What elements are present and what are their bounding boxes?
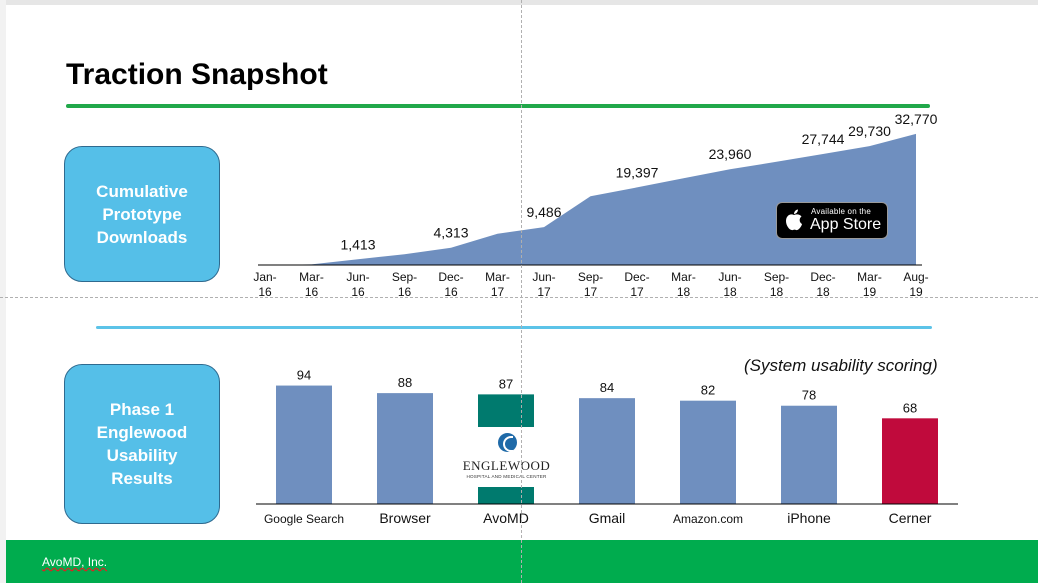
data-label: 1,413: [340, 236, 375, 252]
x-tick-label: Mar-16: [299, 270, 324, 299]
bar-category-label: Gmail: [589, 510, 626, 526]
x-tick-label: Mar-19: [857, 270, 882, 299]
usability-label-line: Phase 1: [109, 400, 175, 419]
x-tick-label: Sep-18: [764, 270, 789, 299]
x-tick-label: Sep-17: [578, 270, 603, 299]
usability-label-line: Results: [111, 469, 173, 488]
englewood-e-icon: [498, 433, 517, 452]
x-tick-label: Sep-16: [392, 270, 417, 299]
logo-tagline: HOSPITAL AND MEDICAL CENTER: [466, 474, 547, 479]
section-divider: [96, 326, 932, 329]
bar-value-label: 94: [297, 368, 311, 383]
data-label: 19,397: [616, 164, 659, 180]
bar: [377, 393, 433, 504]
usability-label-line: Englewood: [96, 423, 188, 442]
slide-title: Traction Snapshot: [66, 58, 328, 91]
logo-name: ENGLEWOOD: [462, 458, 551, 473]
bar-value-label: 68: [903, 400, 917, 415]
bar-category-label: Browser: [379, 510, 431, 526]
bar-value-label: 78: [802, 388, 816, 403]
x-tick-label: Dec-17: [624, 270, 649, 299]
bar-value-label: 84: [600, 380, 614, 395]
usability-label-line: Usability: [106, 446, 178, 465]
downloads-label-line: Prototype: [102, 204, 182, 224]
x-tick-label: Dec-18: [810, 270, 835, 299]
data-label: 4,313: [433, 225, 468, 241]
x-tick-label: Jun-16: [346, 270, 369, 299]
bar-category-label: Google Search: [264, 512, 344, 526]
downloads-area-series: [265, 133, 916, 265]
app-store-small-text: Available on the: [811, 207, 871, 216]
bar-value-label: 82: [701, 383, 715, 398]
x-tick-label: Jun-17: [532, 270, 555, 299]
x-tick-label: Mar-17: [485, 270, 510, 299]
horizontal-guide-line: [0, 297, 1038, 298]
app-store-badge[interactable]: Available on the App Store: [776, 202, 888, 239]
x-tick-label: Dec-16: [438, 270, 463, 299]
bar-value-label: 88: [398, 375, 412, 390]
data-label: 27,744: [802, 131, 845, 147]
data-label: 29,730: [848, 123, 891, 139]
slide-top-border: [0, 0, 1038, 5]
bar: [276, 385, 332, 504]
englewood-logo: ENGLEWOOD HOSPITAL AND MEDICAL CENTER: [453, 427, 560, 487]
data-label: 9,486: [526, 204, 561, 220]
footer-bar: AvoMD, Inc.: [6, 540, 1038, 583]
downloads-label-box: Cumulative Prototype Downloads: [64, 146, 220, 282]
downloads-label-line: Downloads: [96, 227, 188, 247]
bar-category-label: AvoMD: [483, 510, 529, 526]
usability-scoring-note: (System usability scoring): [744, 356, 938, 375]
bar-category-label: Amazon.com: [673, 512, 743, 526]
downloads-label-line: Cumulative: [96, 181, 188, 201]
bar: [882, 418, 938, 504]
apple-icon: [786, 209, 802, 231]
footer-company: AvoMD, Inc.: [42, 555, 108, 569]
bar-category-label: Cerner: [889, 510, 932, 526]
vertical-guide-line: [521, 0, 522, 583]
bar-value-label: 87: [499, 376, 513, 391]
app-store-large-text: App Store: [810, 216, 882, 233]
bar: [579, 398, 635, 504]
slide-left-border: [0, 0, 6, 583]
bar: [781, 405, 837, 504]
x-tick-label: Jun-18: [718, 270, 741, 299]
bar-category-label: iPhone: [787, 510, 831, 526]
title-underline: [66, 104, 930, 108]
usability-label-box: Phase 1 Englewood Usability Results: [64, 364, 220, 524]
bar: [680, 400, 736, 504]
data-label: 23,960: [709, 146, 752, 162]
x-tick-label: Jan-16: [253, 270, 276, 299]
x-tick-label: Mar-18: [671, 270, 696, 299]
x-tick-label: Aug-19: [903, 270, 928, 299]
data-label: 32,770: [895, 111, 938, 127]
